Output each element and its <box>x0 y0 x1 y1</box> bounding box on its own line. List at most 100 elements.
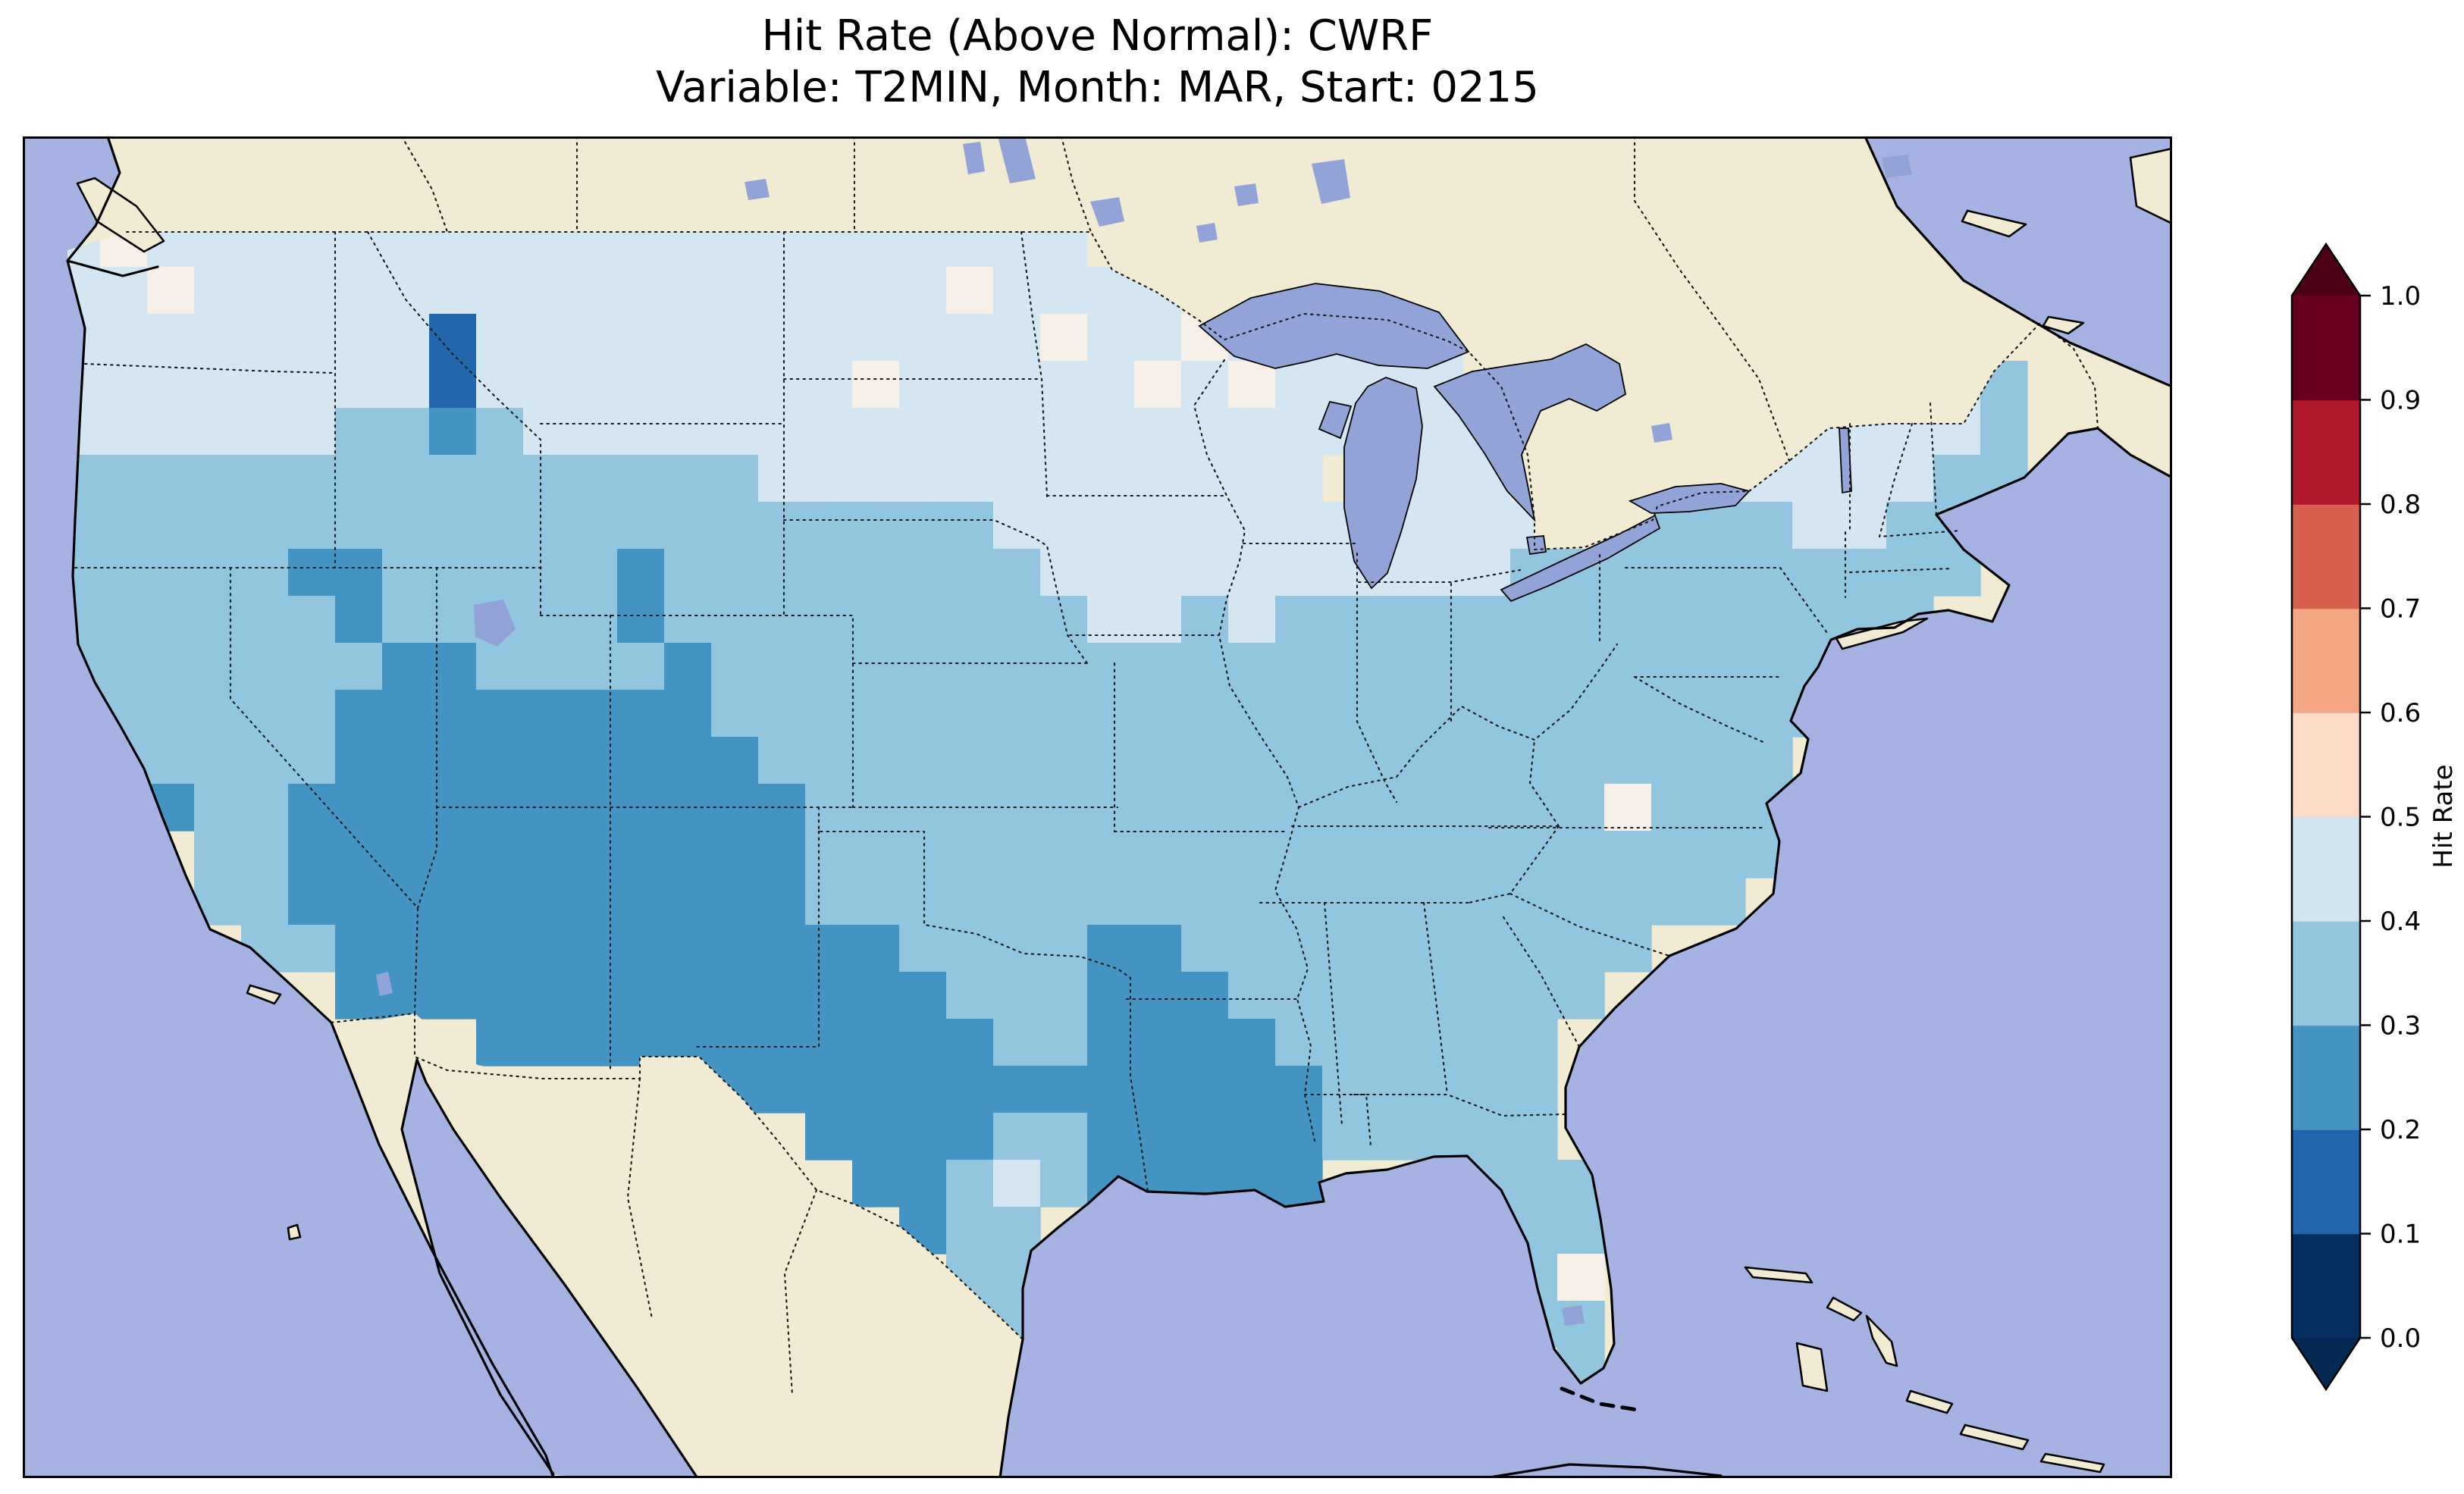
grid-cell <box>1698 690 1746 738</box>
bahamas-andros <box>1795 1342 1829 1392</box>
florida-keys <box>1560 1386 1640 1412</box>
grid-cell <box>899 408 947 456</box>
grid-cell <box>1557 643 1605 691</box>
grid-cell <box>1369 784 1417 832</box>
colorbar-segment <box>2292 399 2360 505</box>
grid-cell <box>570 232 618 268</box>
grid-cell <box>664 549 712 597</box>
grid-cell <box>1181 1113 1229 1160</box>
grid-cell <box>664 925 712 973</box>
grid-cell <box>617 232 665 268</box>
grid-cell <box>1275 690 1323 738</box>
grid-cell <box>617 502 665 550</box>
gulf-of-st-lawrence-water <box>1865 136 2172 387</box>
colorbar-tick-label: 0.8 <box>2380 490 2421 520</box>
grid-cell <box>382 925 430 973</box>
grid-cell <box>570 314 618 362</box>
lakes-group <box>376 136 1912 1326</box>
grid-cell <box>1463 690 1511 738</box>
grid-cell <box>1886 502 1934 550</box>
grid-cell <box>335 502 383 550</box>
grid-cell <box>288 314 336 362</box>
colorbar-segment <box>2292 1233 2360 1339</box>
grid-cell <box>664 455 712 503</box>
gulf-of-california-water <box>402 1060 698 1478</box>
grid-cell <box>993 232 1041 268</box>
grid-cell <box>1228 690 1276 738</box>
grid-cell <box>1510 643 1558 691</box>
grid-cell <box>147 690 195 738</box>
grid-cell <box>1322 1113 1370 1160</box>
grid-cell <box>805 925 853 973</box>
grid-cell <box>1228 643 1276 691</box>
grid-cell <box>758 831 806 879</box>
grid-cell <box>1369 831 1417 879</box>
grid-cell <box>758 502 806 550</box>
grid-cell <box>1040 925 1088 973</box>
grid-cell <box>1087 1019 1135 1066</box>
grid-cell <box>194 549 242 597</box>
prince-edward-island <box>2042 315 2085 335</box>
grid-cell <box>993 925 1041 973</box>
grid-cell <box>1181 737 1229 785</box>
grid-cell <box>711 878 759 926</box>
grid-cell <box>476 549 524 597</box>
grid-cell <box>1275 831 1323 879</box>
grid-cell <box>711 455 759 503</box>
grid-cell <box>946 596 994 644</box>
grid-cell <box>523 455 571 503</box>
grid-cell <box>523 972 571 1019</box>
grid-cell <box>1181 502 1229 550</box>
grid-cell <box>852 455 900 503</box>
lake-huron <box>1433 343 1627 522</box>
grid-cell <box>758 361 806 409</box>
grid-cell <box>241 361 289 409</box>
grid-cell <box>523 925 571 973</box>
grid-cell <box>241 737 289 785</box>
grid-cell <box>993 549 1041 597</box>
lake-okeechobee <box>1562 1305 1585 1326</box>
grid-cell <box>711 690 759 738</box>
vancouver-island <box>76 177 165 253</box>
grid-cell <box>805 643 853 691</box>
grid-cell <box>758 455 806 503</box>
grid-cell <box>476 408 524 456</box>
grid-cell <box>1604 549 1652 597</box>
grid-cell <box>899 1160 947 1207</box>
grid-cell <box>617 314 665 362</box>
grid-cell <box>147 455 195 503</box>
grid-cell <box>993 831 1041 879</box>
grid-cell <box>899 972 947 1019</box>
grid-cell <box>758 408 806 456</box>
grid-cell <box>241 831 289 879</box>
grid-cell <box>1322 1066 1370 1113</box>
grid-cell <box>1228 925 1276 973</box>
grid-cell <box>852 408 900 456</box>
bahamas-abaco <box>1826 1296 1863 1322</box>
grid-cell <box>1463 596 1511 644</box>
grid-cell <box>100 267 148 315</box>
grid-cell <box>1510 1019 1558 1066</box>
grid-cell <box>1134 643 1182 691</box>
grid-cell <box>758 925 806 973</box>
grid-cell <box>1134 925 1182 973</box>
grid-cell <box>1698 596 1746 644</box>
grid-cell <box>570 502 618 550</box>
grid-cell <box>1087 549 1135 597</box>
grid-cell <box>1980 408 2028 456</box>
grid-cell <box>335 267 383 315</box>
grid-cell <box>946 1066 994 1113</box>
grid-cell <box>1557 878 1605 926</box>
bahamas-island-6 <box>1959 1424 2030 1451</box>
grid-cell <box>1745 502 1793 550</box>
grid-cell <box>617 455 665 503</box>
guadalupe-island <box>287 1223 302 1241</box>
grid-cell <box>1087 455 1135 503</box>
grid-cell <box>335 831 383 879</box>
grid-cell <box>805 831 853 879</box>
lake-st-clair <box>1525 535 1547 556</box>
grid-cell <box>1651 878 1699 926</box>
grid-cell <box>335 784 383 832</box>
grid-cell <box>1557 925 1605 973</box>
grid-cell <box>1510 878 1558 926</box>
